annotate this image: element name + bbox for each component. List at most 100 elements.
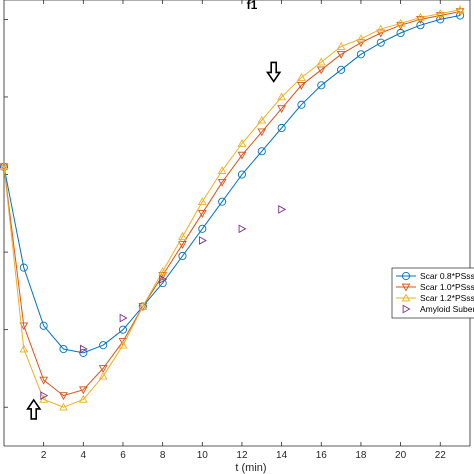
- data-point: [198, 236, 207, 245]
- data-point: [98, 371, 108, 380]
- legend-entry: Scar 0.8*PSss: [396, 271, 474, 281]
- series-3: [0, 5, 465, 411]
- arrow-down-annotation: [265, 61, 282, 83]
- data-point: [297, 73, 306, 81]
- legend-label: Scar 1.2*PSss: [420, 293, 474, 303]
- data-point: [376, 24, 386, 33]
- data-point: [455, 5, 465, 14]
- data-point: [59, 344, 68, 354]
- legend-entry: Scar 1.0*PSss: [396, 282, 474, 292]
- legend-marker-swatch: [401, 283, 411, 292]
- data-point: [317, 81, 326, 90]
- data-point: [138, 301, 148, 310]
- data-point: [39, 321, 48, 330]
- legend-label: Scar 1.0*PSss: [420, 282, 474, 292]
- data-point: [237, 151, 247, 160]
- data-point: [297, 100, 306, 109]
- data-point: [435, 9, 445, 17]
- data-point: [59, 402, 68, 411]
- data-point: [158, 266, 168, 275]
- series-layer: [0, 5, 465, 411]
- data-point: [376, 29, 386, 38]
- data-point: [19, 344, 29, 353]
- data-point: [178, 241, 187, 249]
- data-point: [197, 197, 207, 205]
- data-point: [416, 21, 425, 30]
- data-point: [159, 274, 168, 284]
- data-point: [40, 391, 49, 400]
- data-point: [217, 178, 227, 187]
- series-4: [40, 205, 287, 400]
- data-point: [396, 18, 405, 27]
- data-point: [158, 272, 168, 280]
- data-point: [356, 34, 366, 43]
- data-point: [98, 365, 108, 373]
- data-point: [39, 394, 49, 403]
- legend-marker-swatch: [402, 304, 411, 314]
- data-point: [118, 340, 128, 349]
- x-tick-label: 22: [435, 450, 447, 461]
- data-point: [79, 348, 88, 357]
- data-point: [59, 392, 68, 401]
- legend-marker-swatch: [401, 293, 411, 302]
- x-tick-label: 6: [120, 450, 126, 461]
- x-tick-label: 14: [276, 450, 288, 461]
- data-point: [218, 197, 227, 206]
- data-point: [277, 105, 286, 114]
- legend-entry: Amyloid Subendo: [402, 304, 474, 314]
- data-point: [178, 232, 187, 240]
- data-point: [19, 322, 29, 331]
- x-axis-title: t (min): [235, 462, 266, 474]
- x-tick-label: 16: [316, 450, 328, 461]
- x-tick-label: 18: [355, 450, 367, 461]
- data-point: [435, 12, 445, 21]
- data-point: [336, 42, 346, 50]
- data-point: [277, 92, 286, 101]
- data-point: [257, 115, 267, 124]
- arrow-up-annotation: [26, 398, 42, 420]
- data-point: [178, 251, 187, 261]
- data-point: [416, 16, 425, 24]
- data-point: [316, 66, 326, 75]
- x-tick-label: 10: [197, 450, 209, 461]
- x-tick-label: 2: [41, 450, 47, 461]
- data-point: [0, 162, 9, 171]
- data-point: [237, 170, 247, 179]
- data-point: [297, 81, 306, 90]
- data-point: [376, 38, 385, 47]
- legend-marker-swatch: [401, 271, 411, 281]
- data-point: [198, 224, 207, 233]
- data-point: [277, 123, 286, 133]
- data-point: [238, 224, 247, 234]
- legend-label: Scar 0.8*PSss: [420, 271, 474, 281]
- data-point: [257, 147, 266, 156]
- chart-title: f1: [247, 0, 258, 12]
- legend-entry: Scar 1.2*PSss: [396, 293, 474, 303]
- x-tick-label: 20: [395, 450, 407, 461]
- x-tick-label: 12: [236, 450, 248, 461]
- data-point: [396, 21, 405, 30]
- data-point: [39, 376, 49, 385]
- data-point: [99, 341, 108, 350]
- data-point: [78, 386, 88, 395]
- data-point: [119, 313, 128, 323]
- data-point: [257, 128, 267, 137]
- data-point: [336, 50, 346, 59]
- data-point: [356, 39, 366, 48]
- data-point: [416, 12, 425, 21]
- data-point: [278, 205, 287, 214]
- data-point: [356, 50, 365, 59]
- axes: 2 4 6 8 10 12 14 16 18 20 22: [3, 0, 471, 461]
- x-tick-label: 4: [81, 450, 87, 461]
- data-point: [337, 65, 346, 74]
- legend-label: Amyloid Subendo: [420, 304, 474, 314]
- data-point: [19, 263, 28, 272]
- data-point: [79, 344, 88, 354]
- data-point: [78, 394, 88, 403]
- data-point: [118, 325, 128, 334]
- data-point: [217, 166, 227, 174]
- data-point: [316, 57, 326, 66]
